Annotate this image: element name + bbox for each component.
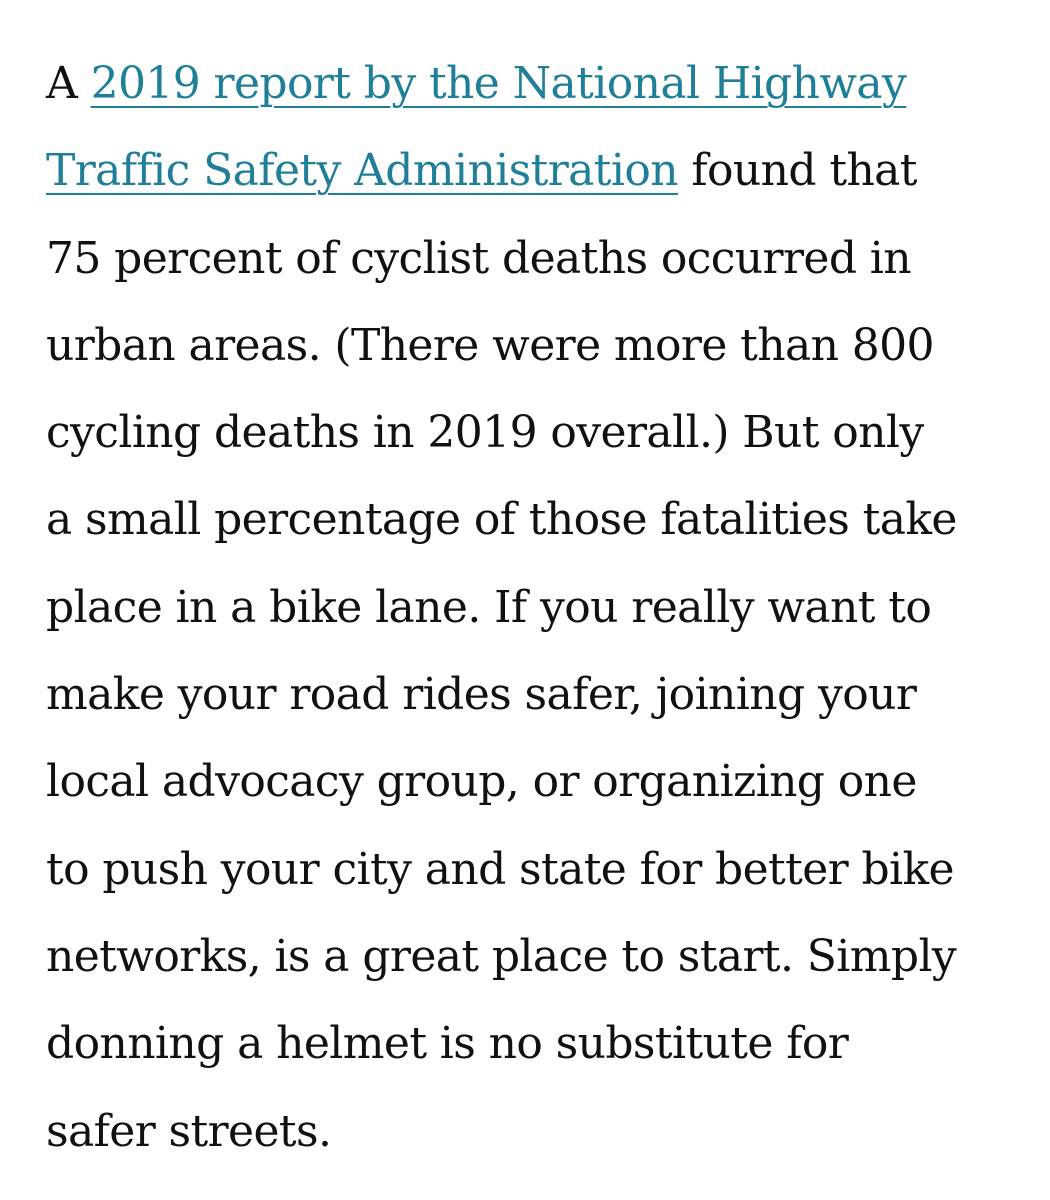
paragraph-line-7: place in a bike lane. If you really want… (46, 581, 932, 633)
paragraph-line-5: cycling deaths in 2019 overall.) But onl… (46, 407, 924, 459)
paragraph-after-link: found that (677, 145, 917, 197)
nhtsa-report-link-part-2[interactable]: Traffic Safety Administration (46, 145, 679, 197)
paragraph-line-3: 75 percent of cyclist deaths occurred in (46, 232, 912, 284)
nhtsa-report-link-part-1[interactable]: 2019 report by the National Highway (90, 58, 907, 109)
paragraph-line-13: safer streets. (46, 1105, 332, 1157)
paragraph-line-2: Traffic Safety Administration found that (46, 127, 1036, 214)
paragraph-line-9: local advocacy group, or organizing one (46, 756, 917, 808)
paragraph-line-12: donning a helmet is no substitute for (46, 1018, 849, 1070)
article-body: A 2019 report by the National Highway Tr… (46, 40, 1036, 1175)
paragraph-line-8: make your road rides safer, joining your (46, 669, 917, 721)
paragraph-line-6: a small percentage of those fatalities t… (46, 494, 957, 546)
article-paragraph: A 2019 report by the National Highway Tr… (46, 40, 1036, 1175)
paragraph-prefix: A (46, 58, 91, 109)
paragraph-line-1: A 2019 report by the National Highway (46, 40, 1036, 127)
paragraph-line-11: networks, is a great place to start. Sim… (46, 930, 957, 982)
paragraph-line-10: to push your city and state for better b… (46, 843, 955, 895)
paragraph-line-4: urban areas. (There were more than 800 (46, 319, 935, 371)
